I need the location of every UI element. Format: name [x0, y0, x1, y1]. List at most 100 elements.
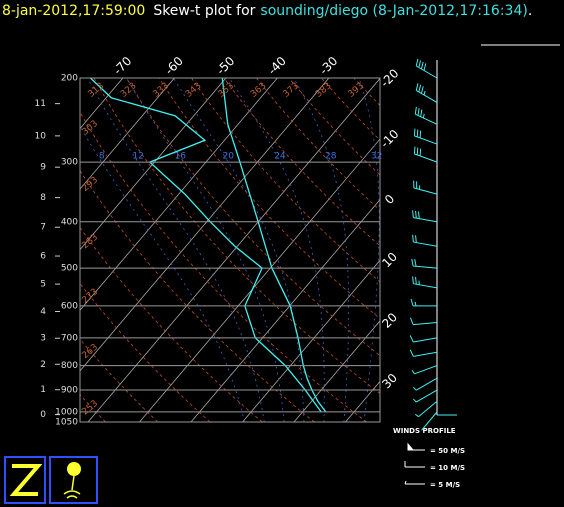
moist-adiabat — [87, 78, 265, 422]
pressure-label: 200 — [61, 74, 78, 84]
wind-legend-symbols — [404, 442, 425, 485]
moist-adiabat — [80, 125, 245, 422]
height-label: 5 — [40, 280, 46, 290]
isotherm-label: -60 — [162, 54, 186, 78]
isotherm-label: -30 — [317, 54, 341, 78]
isotherm-label: -70 — [111, 54, 135, 78]
header-date: 8-jan-2012,17:59:00 — [2, 3, 145, 19]
wind-barb — [412, 276, 438, 289]
wind-barb — [413, 180, 438, 195]
wind-legend-label: = 10 M/S — [430, 464, 465, 472]
moist-adiabat-label: 12 — [132, 152, 143, 162]
wind-barb — [409, 349, 438, 357]
isotherm — [139, 138, 380, 422]
dry-adiabat-label: 303 — [81, 119, 101, 138]
isotherm-label: 0 — [382, 192, 397, 207]
wind-barb — [410, 317, 438, 326]
logo-signal — [63, 490, 81, 499]
isotherm — [242, 259, 380, 422]
isotherm — [87, 78, 380, 422]
pressure-label: 500 — [61, 264, 78, 274]
height-label: 8 — [40, 193, 46, 203]
dry-adiabat — [158, 78, 380, 319]
plot-overlay: 2003004005006007008009001000105001234567… — [35, 54, 402, 428]
dry-adiabat-label: 253 — [81, 399, 101, 418]
wind-barb — [414, 106, 438, 125]
height-label: 2 — [40, 360, 46, 370]
wind-barb — [421, 411, 438, 431]
dry-adiabat-label: 393 — [347, 81, 367, 100]
header-end: . — [528, 3, 532, 19]
isotherm — [190, 199, 380, 422]
height-label: 10 — [35, 131, 47, 141]
wind-barb — [411, 365, 438, 375]
wind-barb — [409, 335, 438, 343]
moist-adiabat — [293, 78, 350, 422]
height-label: 6 — [40, 252, 46, 262]
wind-barb — [414, 400, 438, 418]
pressure-label: 1050 — [55, 418, 78, 428]
pressure-label: 400 — [61, 217, 78, 227]
pressure-label: 300 — [61, 158, 78, 168]
logo-z — [9, 464, 43, 496]
dry-adiabat — [80, 111, 367, 422]
header-label: Skew-t plot for — [153, 3, 255, 19]
wind-legend-title: WINDS PROFILE — [393, 427, 456, 435]
moist-adiabat — [229, 78, 325, 422]
isotherm-label: -10 — [378, 127, 402, 151]
wind-legend-label: = 5 M/S — [430, 481, 460, 489]
profile-line — [221, 78, 327, 413]
dry-adiabat-label: 383 — [314, 81, 334, 100]
isotherm-label: 30 — [379, 371, 400, 392]
dry-adiabat — [288, 78, 380, 176]
pressure-label: 600 — [61, 301, 78, 311]
logo-string — [71, 475, 75, 491]
dry-adiabat — [353, 78, 380, 107]
moist-adiabat-label: 32 — [371, 152, 382, 162]
height-label: 9 — [40, 163, 46, 173]
wind-barb — [410, 298, 437, 307]
height-label: 1 — [40, 385, 46, 395]
dry-adiabat-label: 313 — [86, 81, 106, 100]
dry-adiabat-label: 293 — [81, 175, 101, 194]
pressure-label: 800 — [61, 361, 78, 371]
dry-adiabat — [80, 338, 159, 422]
legend-flag — [407, 442, 415, 451]
height-label: 7 — [40, 223, 46, 233]
moist-adiabat — [358, 78, 380, 422]
logo-balloon — [67, 462, 81, 476]
wind-barb — [413, 146, 438, 163]
dry-adiabat-label: 323 — [119, 81, 139, 100]
isotherm-label: -20 — [378, 66, 402, 90]
wind-barb — [411, 258, 438, 269]
wind-barb — [412, 234, 438, 247]
isotherm — [345, 380, 380, 422]
dry-adiabat-label: 363 — [249, 81, 269, 100]
dry-adiabat — [256, 78, 380, 211]
dry-adiabat-label: 373 — [282, 81, 302, 100]
dry-adiabat — [126, 78, 380, 357]
isotherm-label: 20 — [379, 310, 400, 331]
legend-half-barb — [404, 480, 407, 485]
dry-adiabat-label: 283 — [81, 232, 101, 251]
dry-adiabat-label: 353 — [217, 81, 237, 100]
moist-adiabat-label: 8 — [99, 152, 105, 162]
header: 8-jan-2012,17:59:00 Skew-t plot for soundi… — [2, 3, 532, 19]
pressure-label: 1000 — [55, 407, 78, 417]
wind-barb — [415, 58, 438, 79]
wind-barb — [415, 83, 438, 103]
height-label: 3 — [40, 334, 46, 344]
isotherm — [80, 78, 330, 372]
moist-adiabat-label: 24 — [274, 152, 286, 162]
wind-barb — [412, 377, 438, 391]
dry-adiabat-label: 343 — [184, 81, 204, 100]
plot-area — [80, 78, 380, 422]
height-label: 0 — [40, 410, 46, 420]
dry-adiabat — [321, 78, 380, 141]
moist-adiabat-label: 16 — [175, 152, 187, 162]
wind-barb — [413, 128, 438, 145]
moist-adiabat — [126, 78, 285, 422]
dry-adiabat — [191, 78, 380, 283]
dry-adiabat-label: 333 — [151, 81, 171, 100]
pressure-label: 900 — [61, 386, 78, 396]
